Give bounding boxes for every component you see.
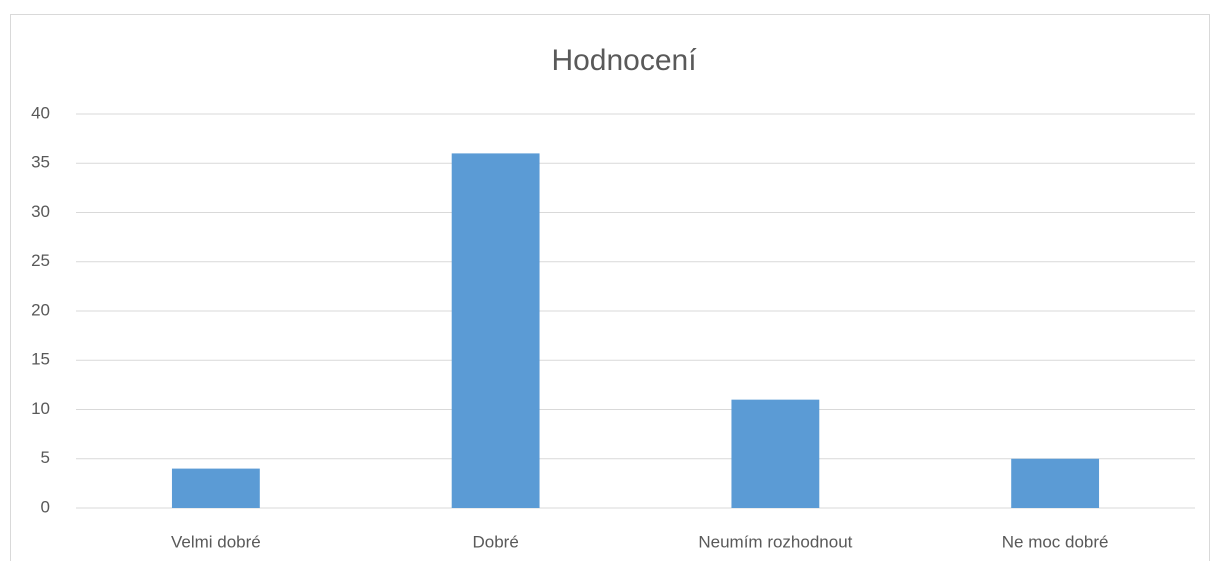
y-tick-label: 25	[31, 251, 50, 270]
bar	[171, 468, 260, 508]
y-tick-label: 30	[31, 202, 50, 221]
chart-border	[10, 14, 1210, 561]
y-tick-label: 5	[41, 448, 50, 467]
x-tick-label: Dobré	[472, 532, 518, 551]
y-tick-label: 0	[41, 497, 50, 516]
bar	[731, 399, 820, 508]
y-tick-label: 10	[31, 399, 50, 418]
y-tick-label: 40	[31, 103, 50, 122]
bar	[451, 153, 540, 508]
bar	[1011, 458, 1100, 508]
chart-title: Hodnocení	[551, 44, 697, 77]
x-tick-label: Ne moc dobré	[1002, 532, 1109, 551]
y-tick-label: 15	[31, 350, 50, 369]
y-tick-label: 20	[31, 300, 50, 319]
x-tick-label: Neumím rozhodnout	[698, 532, 852, 551]
x-tick-label: Velmi dobré	[171, 532, 261, 551]
y-tick-label: 35	[31, 153, 50, 172]
